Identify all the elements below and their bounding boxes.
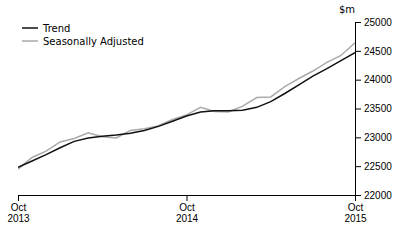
x-tick-label-line: Oct xyxy=(348,202,364,213)
x-tick: Oct2014 xyxy=(176,195,199,224)
x-tick: Oct2013 xyxy=(7,195,30,224)
x-tick-label-line: 2014 xyxy=(176,213,199,224)
chart: 22000225002300023500240002450025000Oct20… xyxy=(0,0,397,227)
legend-item: Seasonally Adjusted xyxy=(22,36,144,47)
y-tick-mark xyxy=(355,51,361,52)
x-tick-label-line: Oct xyxy=(11,202,27,213)
legend-label: Trend xyxy=(42,23,70,34)
y-tick: 24500 xyxy=(355,46,392,57)
lines xyxy=(18,43,355,169)
y-tick: 23500 xyxy=(355,103,392,114)
legend: Trend Seasonally Adjusted xyxy=(22,23,144,47)
x-tick-label-line: Oct xyxy=(179,202,195,213)
x-tick-label: Oct2014 xyxy=(176,202,199,224)
x-tick-label-line: 2013 xyxy=(7,213,30,224)
x-axis-line xyxy=(19,196,356,202)
y-axis: 22000 22500 23000 23500 24000 24500 25000 xyxy=(355,17,392,201)
x-tick-mark xyxy=(355,195,356,201)
x-tick-mark xyxy=(18,195,19,201)
y-tick-label: 22500 xyxy=(364,161,392,172)
legend-item: Trend xyxy=(22,23,70,34)
legend-swatch xyxy=(22,40,38,42)
legend-label: Seasonally Adjusted xyxy=(43,36,144,47)
y-tick: 25000 xyxy=(355,17,392,28)
y-tick-label: 24500 xyxy=(364,46,392,57)
y-tick-mark xyxy=(355,109,361,110)
y-axis-line xyxy=(356,23,362,196)
y-tick: 23000 xyxy=(355,132,392,143)
series-line xyxy=(18,43,355,169)
y-tick-mark xyxy=(355,166,361,167)
y-tick-mark xyxy=(355,137,361,138)
y-tick-mark xyxy=(355,22,361,23)
y-tick-mark xyxy=(355,80,361,81)
x-tick-label: Oct2013 xyxy=(7,202,30,224)
y-tick-label: 25000 xyxy=(364,17,392,28)
x-tick-label-line: 2015 xyxy=(344,213,367,224)
y-tick: 22000 xyxy=(355,190,392,201)
x-tick-mark xyxy=(187,195,188,201)
x-tick: Oct2015 xyxy=(344,195,367,224)
x-axis: Oct2013Oct2014Oct2015 xyxy=(7,195,367,224)
legend-swatch xyxy=(22,27,38,29)
y-tick-label: 23000 xyxy=(364,132,392,143)
series-line xyxy=(18,53,355,168)
x-tick-label: Oct2015 xyxy=(344,202,367,224)
y-tick-label: 22000 xyxy=(364,190,392,201)
y-tick-label: 24000 xyxy=(364,74,392,85)
y-tick: 22500 xyxy=(355,161,392,172)
y-tick-label: 23500 xyxy=(364,103,392,114)
y-tick: 24000 xyxy=(355,74,392,85)
y-axis-label: $m xyxy=(339,4,355,15)
plot: 22000225002300023500240002450025000Oct20… xyxy=(7,4,392,224)
